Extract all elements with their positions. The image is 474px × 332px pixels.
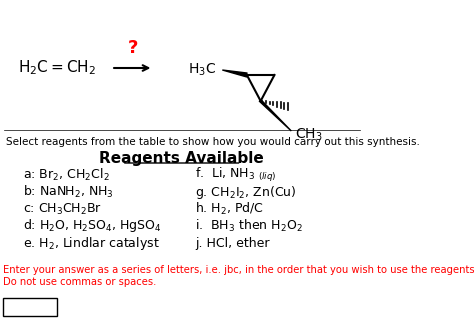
Text: d: H$_2$O, H$_2$SO$_4$, HgSO$_4$: d: H$_2$O, H$_2$SO$_4$, HgSO$_4$ (23, 217, 162, 234)
Text: Select reagents from the table to show how you would carry out this synthesis.: Select reagents from the table to show h… (6, 137, 420, 147)
Text: h. H$_2$, Pd/C: h. H$_2$, Pd/C (195, 201, 264, 217)
Text: i.  BH$_3$ then H$_2$O$_2$: i. BH$_3$ then H$_2$O$_2$ (195, 218, 303, 234)
Text: g. CH$_2$I$_2$, Zn(Cu): g. CH$_2$I$_2$, Zn(Cu) (195, 184, 297, 201)
Polygon shape (222, 70, 247, 77)
Text: c: CH$_3$CH$_2$Br: c: CH$_3$CH$_2$Br (23, 202, 102, 216)
Text: a: Br$_2$, CH$_2$Cl$_2$: a: Br$_2$, CH$_2$Cl$_2$ (23, 167, 109, 183)
FancyBboxPatch shape (3, 298, 57, 316)
Polygon shape (259, 101, 292, 131)
Text: Do not use commas or spaces.: Do not use commas or spaces. (3, 277, 156, 287)
Text: Enter your answer as a series of letters, i.e. jbc, in the order that you wish t: Enter your answer as a series of letters… (3, 265, 474, 275)
Text: H$_3$C: H$_3$C (188, 62, 216, 78)
Text: e. H$_2$, Lindlar catalyst: e. H$_2$, Lindlar catalyst (23, 234, 160, 252)
Text: j. HCl, ether: j. HCl, ether (195, 236, 270, 250)
Text: H$_2$C$=$CH$_2$: H$_2$C$=$CH$_2$ (18, 59, 97, 77)
Text: f.  Li, NH$_3$ $_{(liq)}$: f. Li, NH$_3$ $_{(liq)}$ (195, 166, 277, 184)
Text: CH$_3$: CH$_3$ (295, 127, 323, 143)
Text: ?: ? (128, 39, 138, 57)
Text: Reagents Available: Reagents Available (100, 150, 264, 165)
Text: b: NaNH$_2$, NH$_3$: b: NaNH$_2$, NH$_3$ (23, 184, 114, 200)
